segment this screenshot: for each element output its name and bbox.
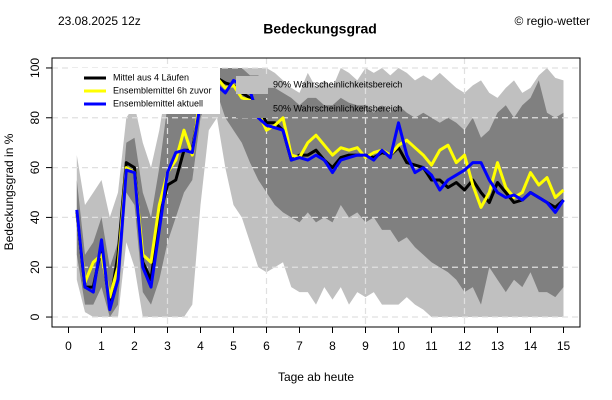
y-tick-label: 0: [28, 313, 42, 320]
plot-frame: [51, 57, 581, 328]
line: [75, 76, 565, 307]
legend-label: Ensemblemittel aktuell: [113, 98, 203, 108]
x-tick-label: 0: [65, 339, 72, 353]
x-axis-label: Tage ab heute: [278, 370, 354, 384]
run-date: 23.08.2025 12z: [58, 14, 141, 28]
line: [75, 78, 565, 312]
x-tick-label: 4: [197, 339, 204, 353]
y-tick-label: 80: [28, 111, 42, 125]
legend-label: Ensemblemittel 6h zuvor: [113, 85, 212, 95]
credit: © regio-wetter: [514, 14, 590, 28]
band-legend-swatch: [236, 76, 268, 94]
x-tick-label: 13: [491, 339, 505, 353]
band-legend-label: 90% Wahrscheinlichkeitsbereich: [273, 79, 402, 89]
x-tick-label: 11: [425, 339, 438, 353]
x-tick-label: 15: [557, 339, 571, 353]
y-axis-label: Bedeckungsgrad in %: [2, 133, 16, 250]
x-tick-label: 12: [458, 339, 472, 353]
x-tick-label: 10: [392, 339, 406, 353]
band-legend-swatch: [236, 100, 268, 118]
x-tick-label: 1: [98, 339, 105, 353]
y-tick-label: 60: [28, 161, 42, 175]
x-tick-label: 3: [164, 339, 171, 353]
x-tick-label: 7: [296, 339, 303, 353]
x-tick-label: 9: [362, 339, 369, 353]
y-tick-label: 100: [28, 58, 42, 78]
x-tick-label: 5: [230, 339, 237, 353]
x-tick-label: 6: [263, 339, 270, 353]
band-legend-label: 50% Wahrscheinlichkeitsbereich: [273, 103, 402, 113]
chart-title: Bedeckungsgrad: [263, 21, 377, 37]
x-tick-label: 8: [329, 339, 336, 353]
y-tick-label: 40: [28, 210, 42, 224]
x-tick-label: 2: [131, 339, 138, 353]
x-tick-label: 14: [524, 339, 538, 353]
legend-label: Mittel aus 4 Läufen: [113, 72, 189, 82]
y-tick-label: 20: [28, 260, 42, 274]
line: [75, 76, 565, 299]
probability-band: [76, 68, 564, 317]
